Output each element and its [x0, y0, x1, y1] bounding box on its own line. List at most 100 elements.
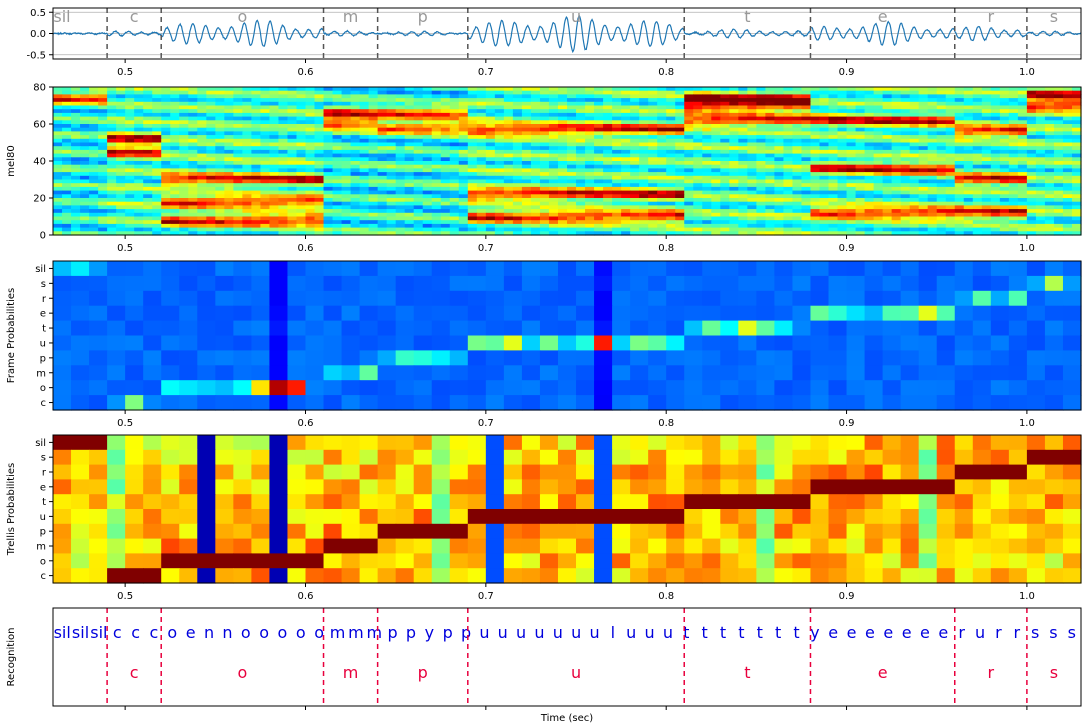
mel-cell: [738, 201, 748, 206]
frame-prob-cell: [323, 305, 343, 322]
frame-prob-cell: [756, 275, 776, 292]
mel-cell: [981, 216, 992, 221]
mel-cell: [585, 135, 595, 140]
mel-cell: [512, 142, 523, 147]
mel-cell: [404, 212, 415, 218]
mel-cell: [413, 120, 424, 125]
mel-cell: [792, 164, 803, 169]
mel-cell: [873, 116, 884, 121]
mel-cell: [882, 175, 893, 181]
mel-cell: [179, 101, 189, 107]
mel-cell: [963, 179, 974, 184]
mel-cell: [206, 164, 216, 169]
frame-prob-cell: [756, 320, 776, 337]
mel-cell: [972, 87, 983, 92]
mel-cell: [828, 116, 839, 121]
mel-cell: [639, 186, 649, 192]
mel-cell: [98, 212, 108, 218]
mel-cell: [747, 164, 757, 169]
mel-cell: [233, 124, 243, 129]
mel-cell: [233, 183, 243, 188]
mel-cell: [702, 164, 712, 169]
mel-cell: [675, 161, 685, 166]
mel-cell: [747, 223, 757, 229]
mel-cell: [296, 138, 307, 144]
mel-cell: [1044, 116, 1055, 121]
mel-cell: [116, 183, 126, 188]
mel-cell: [774, 105, 785, 110]
mel-cell: [711, 109, 721, 114]
mel-cell: [855, 164, 866, 169]
mel-cell: [170, 135, 180, 140]
mel-cell: [179, 161, 189, 166]
frame-prob-cell: [684, 261, 703, 277]
mel-cell: [485, 164, 496, 169]
frame-prob-cell: [89, 335, 108, 351]
mel-cell: [774, 164, 785, 169]
mel-cell: [206, 124, 216, 129]
mel-cell: [1017, 109, 1028, 114]
mel-cell: [386, 98, 397, 103]
mel-cell: [404, 231, 415, 236]
mel-cell: [1062, 153, 1073, 158]
mel-cell: [359, 142, 370, 147]
mel-cell: [981, 105, 992, 110]
mel-cell: [693, 90, 703, 95]
mel-cell: [594, 90, 604, 95]
mel-cell: [783, 98, 794, 103]
mel-cell: [125, 164, 135, 169]
mel-cell: [161, 212, 171, 218]
mel-cell: [314, 223, 325, 229]
mel-cell: [341, 138, 352, 144]
mel-cell: [458, 161, 469, 166]
mel-cell: [404, 127, 415, 132]
mel-cell: [503, 109, 514, 114]
mel-cell: [152, 186, 162, 192]
frame-prob-cell: [503, 305, 523, 322]
mel-cell: [152, 109, 162, 114]
mel-cell: [945, 161, 956, 166]
mel-cell: [485, 153, 496, 158]
mel-cell: [603, 135, 613, 140]
mel-cell: [413, 105, 424, 110]
frame-prob-cell: [233, 261, 252, 277]
mel-cell: [386, 190, 397, 195]
mel-cell: [684, 198, 694, 203]
mel-cell: [197, 223, 207, 229]
mel-cell: [89, 190, 99, 195]
mel-cell: [467, 172, 478, 177]
mel-cell: [693, 183, 703, 188]
mel-cell: [134, 220, 144, 225]
mel-cell: [666, 105, 676, 110]
frame-prob-cell: [287, 305, 307, 322]
mel-cell: [810, 172, 821, 177]
mel-cell: [359, 175, 370, 181]
frame-prob-cell: [485, 320, 505, 337]
mel-cell: [918, 135, 929, 140]
mel-cell: [233, 157, 243, 162]
mel-cell: [819, 231, 830, 236]
mel-cell: [621, 109, 631, 114]
mel-cell: [170, 164, 180, 169]
mel-cell: [71, 146, 81, 151]
mel-cell: [539, 220, 550, 225]
mel-cell: [819, 205, 830, 210]
mel-cell: [278, 105, 289, 110]
mel-cell: [107, 153, 117, 158]
mel-cell: [711, 153, 721, 158]
mel-cell: [440, 164, 451, 169]
mel-cell: [603, 153, 613, 158]
mel-cell: [621, 209, 631, 214]
mel-cell: [729, 120, 739, 125]
mel-cell: [846, 157, 857, 162]
mel-cell: [458, 220, 469, 225]
mel-cell: [188, 209, 198, 214]
mel-cell: [323, 105, 334, 110]
mel-cell: [846, 112, 857, 118]
mel-cell: [359, 205, 370, 210]
mel-cell: [233, 149, 243, 155]
mel-cell: [702, 161, 712, 166]
mel-cell: [585, 109, 595, 114]
frame-prob-cell: [684, 290, 703, 307]
